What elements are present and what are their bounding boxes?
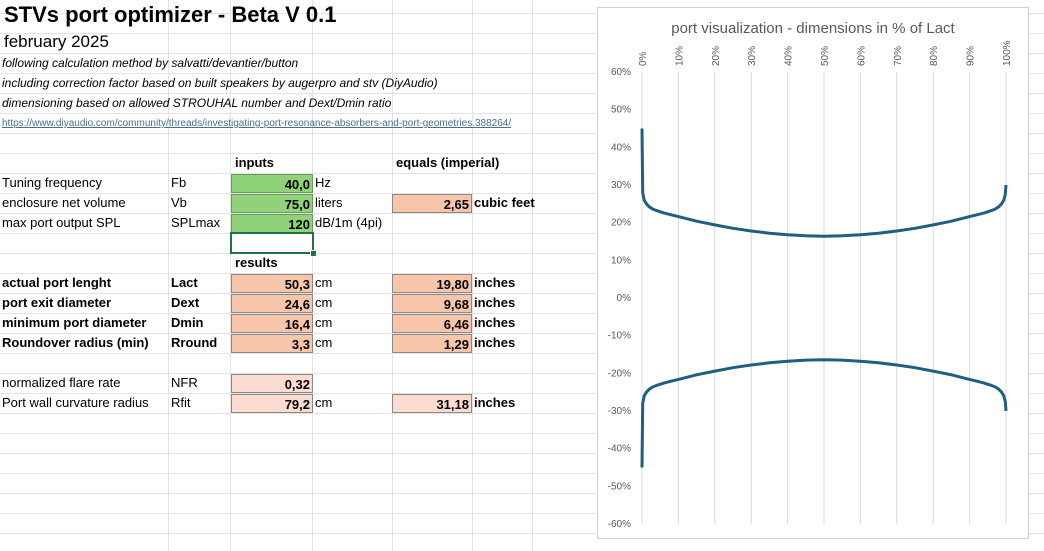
label-roundover-radius[interactable]: Roundover radius (min) bbox=[2, 335, 149, 350]
x-tick-label: 0% bbox=[638, 51, 649, 66]
sheet-title[interactable]: STVs port optimizer - Beta V 0.1 bbox=[4, 2, 337, 27]
results-heading[interactable]: results bbox=[235, 255, 278, 270]
imperial-port-exit-diameter[interactable]: 9,68 bbox=[392, 294, 472, 313]
result-roundover-radius[interactable]: 3,3 bbox=[231, 334, 313, 353]
unit-inches[interactable]: inches bbox=[474, 275, 516, 290]
symbol-rfit[interactable]: Rfit bbox=[171, 395, 191, 410]
label-flare-rate[interactable]: normalized flare rate bbox=[2, 375, 121, 390]
unit-cm[interactable]: cm bbox=[315, 335, 333, 350]
imperial-min-port-diameter[interactable]: 6,46 bbox=[392, 314, 472, 333]
unit-inches[interactable]: inches bbox=[474, 315, 516, 330]
symbol-vb[interactable]: Vb bbox=[171, 195, 187, 210]
column-divider bbox=[168, 0, 169, 551]
label-min-port-diameter[interactable]: minimum port diameter bbox=[2, 315, 147, 330]
unit-inches[interactable]: inches bbox=[474, 335, 516, 350]
x-tick-label: 10% bbox=[674, 46, 685, 66]
y-tick-label: -20% bbox=[608, 368, 631, 379]
x-tick-label: 40% bbox=[784, 46, 795, 66]
imperial-heading[interactable]: equals (imperial) bbox=[396, 155, 500, 170]
input-max-spl[interactable]: 120 bbox=[231, 214, 313, 233]
symbol-lact[interactable]: Lact bbox=[171, 275, 198, 290]
x-tick-label: 30% bbox=[747, 46, 758, 66]
symbol-splmax[interactable]: SPLmax bbox=[171, 215, 221, 230]
y-tick-label: 40% bbox=[611, 142, 631, 153]
port-visualization-chart[interactable]: port visualization - dimensions in % of … bbox=[597, 7, 1029, 539]
y-tick-label: 0% bbox=[617, 293, 632, 304]
unit-cm[interactable]: cm bbox=[315, 315, 333, 330]
y-tick-label: 20% bbox=[611, 218, 631, 229]
label-port-exit-diameter[interactable]: port exit diameter bbox=[2, 295, 112, 310]
y-tick-label: -60% bbox=[608, 519, 631, 530]
sheet-date[interactable]: february 2025 bbox=[4, 32, 109, 51]
unit-hz[interactable]: Hz bbox=[315, 175, 331, 190]
y-tick-label: -30% bbox=[608, 406, 631, 417]
note-line[interactable]: following calculation method by salvatti… bbox=[2, 56, 299, 70]
inputs-heading[interactable]: inputs bbox=[235, 155, 274, 170]
symbol-fb[interactable]: Fb bbox=[171, 175, 187, 190]
y-tick-label: 50% bbox=[611, 105, 631, 116]
unit-inches[interactable]: inches bbox=[474, 395, 516, 410]
column-divider bbox=[532, 0, 533, 551]
symbol-dmin[interactable]: Dmin bbox=[171, 315, 204, 330]
unit-cm[interactable]: cm bbox=[315, 295, 333, 310]
y-tick-label: -50% bbox=[608, 481, 631, 492]
upper-port-wall-line bbox=[640, 128, 1008, 238]
y-tick-label: 60% bbox=[611, 67, 631, 78]
label-port-length[interactable]: actual port lenght bbox=[2, 275, 112, 290]
label-enclosure-volume[interactable]: enclosure net volume bbox=[2, 195, 126, 210]
imperial-roundover-radius[interactable]: 1,29 bbox=[392, 334, 472, 353]
input-enclosure-volume[interactable]: 75,0 bbox=[231, 194, 313, 213]
result-min-port-diameter[interactable]: 16,4 bbox=[231, 314, 313, 333]
unit-cm[interactable]: cm bbox=[315, 395, 333, 410]
label-tuning-frequency[interactable]: Tuning frequency bbox=[2, 175, 102, 190]
x-tick-label: 60% bbox=[856, 46, 867, 66]
column-divider bbox=[230, 0, 231, 551]
selected-cell[interactable] bbox=[230, 232, 314, 254]
x-tick-label: 80% bbox=[929, 46, 940, 66]
label-max-spl[interactable]: max port output SPL bbox=[2, 215, 121, 230]
column-divider bbox=[472, 0, 473, 551]
chart-title: port visualization - dimensions in % of … bbox=[671, 20, 955, 37]
imperial-port-length[interactable]: 19,80 bbox=[392, 274, 472, 293]
symbol-nfr[interactable]: NFR bbox=[171, 375, 198, 390]
imperial-wall-curvature[interactable]: 31,18 bbox=[392, 394, 472, 413]
result-wall-curvature[interactable]: 79,2 bbox=[231, 394, 313, 413]
result-port-length[interactable]: 50,3 bbox=[231, 274, 313, 293]
unit-liters[interactable]: liters bbox=[315, 195, 343, 210]
x-tick-label: 90% bbox=[966, 46, 977, 66]
fill-handle[interactable] bbox=[310, 250, 317, 257]
note-line[interactable]: including correction factor based on bui… bbox=[2, 76, 438, 90]
y-tick-label: 10% bbox=[611, 255, 631, 266]
imperial-volume[interactable]: 2,65 bbox=[392, 194, 472, 213]
x-tick-label: 50% bbox=[820, 46, 831, 66]
x-tick-label: 20% bbox=[711, 46, 722, 66]
y-tick-label: -40% bbox=[608, 444, 631, 455]
x-tick-label: 100% bbox=[1002, 40, 1013, 66]
symbol-dext[interactable]: Dext bbox=[171, 295, 200, 310]
x-tick-label: 70% bbox=[893, 46, 904, 66]
y-tick-label: -10% bbox=[608, 331, 631, 342]
result-flare-rate[interactable]: 0,32 bbox=[231, 374, 313, 393]
chart-plot: 0% 10% 20% 30% 40% 50% 60% 70% 80% 90% 100% 60% 50% 4… bbox=[608, 40, 1013, 530]
symbol-rround[interactable]: Rround bbox=[171, 335, 218, 350]
input-tuning-frequency[interactable]: 40,0 bbox=[231, 174, 313, 193]
note-line[interactable]: dimensioning based on allowed STROUHAL n… bbox=[2, 96, 392, 110]
unit-cubic-feet[interactable]: cubic feet bbox=[474, 195, 535, 210]
unit-inches[interactable]: inches bbox=[474, 295, 516, 310]
lower-port-wall-line bbox=[640, 358, 1008, 468]
y-tick-label: 30% bbox=[611, 180, 631, 191]
diyaudio-link[interactable]: https://www.diyaudio.com/community/threa… bbox=[2, 118, 512, 129]
unit-db[interactable]: dB/1m (4pi) bbox=[315, 215, 383, 230]
result-port-exit-diameter[interactable]: 24,6 bbox=[231, 294, 313, 313]
unit-cm[interactable]: cm bbox=[315, 275, 333, 290]
label-wall-curvature[interactable]: Port wall curvature radius bbox=[2, 395, 149, 410]
